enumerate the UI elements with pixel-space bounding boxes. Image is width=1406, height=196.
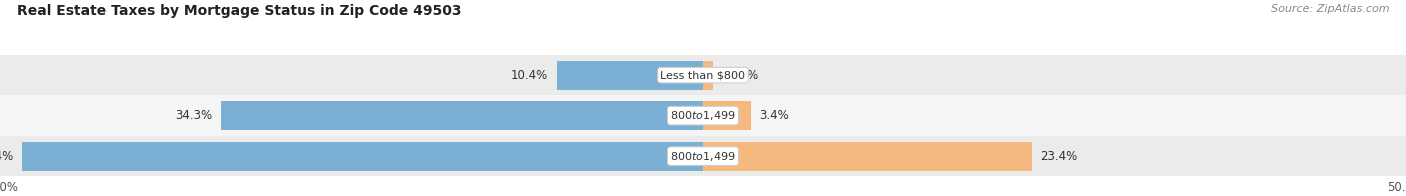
Bar [22, 142, 703, 171]
Bar [703, 142, 1032, 171]
Text: 48.4%: 48.4% [0, 150, 14, 163]
Bar [0, 136, 1406, 176]
Bar [703, 61, 713, 90]
Text: Real Estate Taxes by Mortgage Status in Zip Code 49503: Real Estate Taxes by Mortgage Status in … [17, 4, 461, 18]
Text: $800 to $1,499: $800 to $1,499 [671, 150, 735, 163]
Text: 23.4%: 23.4% [1040, 150, 1077, 163]
Bar [0, 95, 1406, 136]
Text: $800 to $1,499: $800 to $1,499 [671, 109, 735, 122]
Bar [0, 55, 1406, 95]
Text: 34.3%: 34.3% [176, 109, 212, 122]
Bar [221, 101, 703, 130]
Text: 3.4%: 3.4% [759, 109, 789, 122]
Text: 0.69%: 0.69% [721, 69, 758, 82]
Text: 10.4%: 10.4% [512, 69, 548, 82]
Text: Less than $800: Less than $800 [661, 70, 745, 80]
Text: Source: ZipAtlas.com: Source: ZipAtlas.com [1271, 4, 1389, 14]
Bar [703, 101, 751, 130]
Bar [557, 61, 703, 90]
